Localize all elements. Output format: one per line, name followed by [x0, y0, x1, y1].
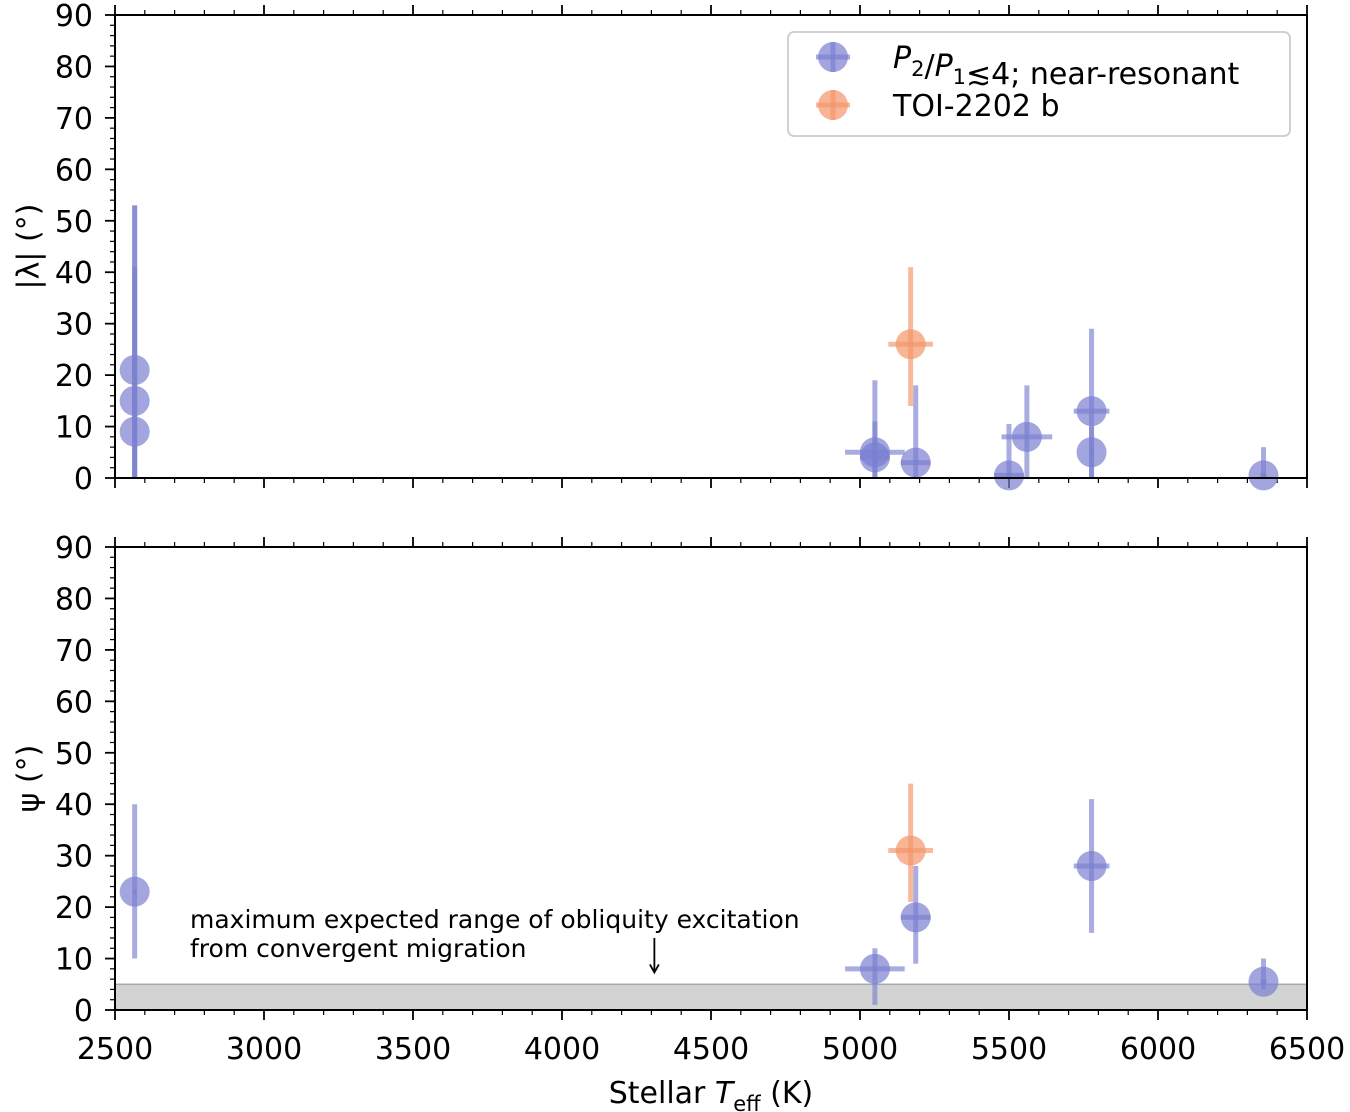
data-point-near-resonant: [119, 804, 150, 959]
y-tick-label: 20: [55, 891, 93, 926]
x-tick-label: 5500: [971, 1032, 1047, 1067]
x-tick-label: 4000: [524, 1032, 600, 1067]
marker: [859, 953, 890, 984]
data-point-near-resonant: [845, 948, 905, 1005]
data-point-near-resonant: [1248, 447, 1279, 491]
data-point-near-resonant: [859, 380, 890, 478]
y-tick-label: 80: [55, 582, 93, 617]
legend-label-near-resonant: P2/P1≲4; near-resonant: [893, 41, 1240, 92]
marker: [994, 460, 1024, 491]
marker: [1076, 850, 1107, 881]
marker: [895, 835, 926, 866]
y-tick-label: 20: [55, 359, 93, 394]
marker: [900, 447, 931, 478]
data-point-near-resonant: [1248, 958, 1279, 997]
y-tick-label: 40: [55, 788, 93, 823]
data-point-near-resonant: [994, 423, 1024, 491]
y-tick-label: 90: [55, 0, 93, 34]
marker: [1248, 966, 1279, 997]
panel-top: 0 10 20 30 40 50 60 70 80 90 |λ| (°) P2/P1≲4; near-…: [12, 0, 1308, 497]
data-point-near-resonant: [900, 865, 931, 964]
x-tick-label: 5000: [822, 1032, 898, 1067]
x-axis-title: Stellar Teff (K): [609, 1076, 814, 1112]
legend-handle-toi: [816, 90, 850, 120]
data-point-near-resonant: [1076, 426, 1107, 478]
y-axis-title: ψ (°): [12, 745, 47, 813]
y-axis-title: |λ| (°): [12, 204, 47, 290]
data-point-toi: [888, 267, 934, 406]
annotation-arrow-head: [649, 964, 660, 975]
y-tick-label: 0: [74, 462, 93, 497]
y-tick-label: 50: [55, 205, 93, 240]
annotation-line-2: from convergent migration: [190, 934, 527, 963]
y-tick-label: 90: [55, 531, 93, 566]
x-tick-label: 2500: [77, 1032, 153, 1067]
marker: [900, 902, 931, 933]
data-point-near-resonant: [119, 205, 150, 478]
data-point-toi: [888, 783, 934, 902]
marker: [895, 329, 926, 360]
marker: [119, 416, 150, 447]
legend-marker: [818, 90, 848, 120]
y-tick-label: 10: [55, 411, 93, 446]
legend-box: [787, 31, 1291, 137]
y-tick-label: 40: [55, 256, 93, 291]
y-tick-label: 50: [55, 737, 93, 772]
plot-frame: [114, 14, 1308, 479]
data-point-near-resonant: [1073, 799, 1110, 933]
data-point-near-resonant: [900, 385, 931, 478]
plot-frame: [114, 546, 1308, 1011]
panel-bottom: 2500 3000 3500 4000 4500 5000 5500 6000 6500 0 10 2…: [12, 531, 1346, 1112]
y-tick-label: 10: [55, 943, 93, 978]
y-tick-label: 60: [55, 153, 93, 188]
legend-label-toi: TOI-2202 b: [892, 89, 1060, 124]
annotation-line-1: maximum expected range of obliquity exci…: [190, 905, 800, 934]
y-tick-label: 70: [55, 634, 93, 669]
y-tick-label: 0: [74, 994, 93, 1029]
marker: [859, 442, 890, 473]
marker: [119, 876, 150, 907]
marker: [1076, 437, 1107, 468]
y-tick-label: 80: [55, 50, 93, 85]
legend-marker: [818, 42, 848, 72]
data-point-near-resonant: [1001, 385, 1053, 478]
x-tick-label: 6500: [1269, 1032, 1345, 1067]
x-tick-label: 4500: [673, 1032, 749, 1067]
y-tick-label: 30: [55, 840, 93, 875]
legend-handle-near-resonant: [816, 42, 850, 72]
y-tick-label: 60: [55, 685, 93, 720]
x-tick-label: 6000: [1120, 1032, 1196, 1067]
excitation-band: [114, 983, 1308, 1011]
y-tick-label: 70: [55, 102, 93, 137]
x-tick-label: 3000: [226, 1032, 302, 1067]
y-tick-label: 30: [55, 308, 93, 343]
x-tick-label: 3500: [375, 1032, 451, 1067]
marker: [1248, 460, 1279, 491]
marker: [1076, 396, 1107, 427]
marker: [1011, 421, 1042, 452]
